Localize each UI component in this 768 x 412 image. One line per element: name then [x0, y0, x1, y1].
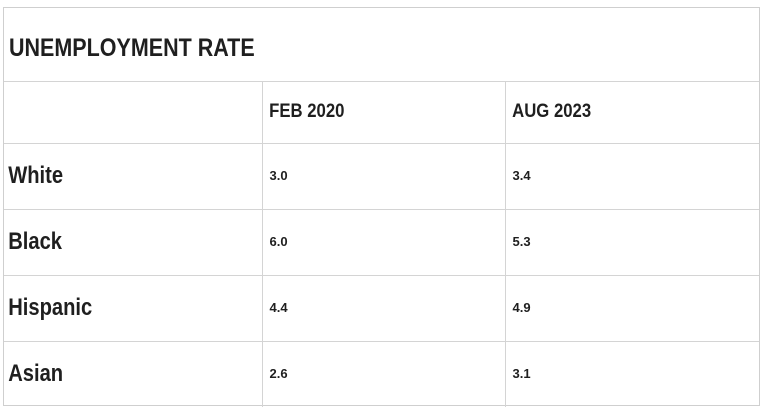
table-frame: UNEMPLOYMENT RATE FEB 2020 AUG 2023 Whit…: [3, 7, 760, 407]
row-label-cell: Hispanic: [4, 274, 262, 341]
row-label-cell: Asian: [4, 340, 262, 407]
table-row: Asian 2.6 3.1: [4, 340, 759, 407]
header-cell-feb-2020: FEB 2020: [261, 82, 505, 143]
column-header: AUG 2023: [511, 101, 591, 123]
value: 4.9: [512, 300, 531, 315]
value-cell: 4.4: [261, 274, 505, 341]
value: 3.0: [269, 168, 288, 183]
title-row: UNEMPLOYMENT RATE: [4, 8, 759, 82]
row-label-cell: White: [4, 142, 262, 209]
value-cell: 2.6: [261, 340, 505, 407]
row-label: Hispanic: [8, 294, 93, 321]
value: 6.0: [269, 234, 288, 249]
table-title: UNEMPLOYMENT RATE: [9, 34, 255, 62]
value: 3.4: [512, 168, 531, 183]
data-table: FEB 2020 AUG 2023 White 3.0 3.4 Black 6.…: [4, 82, 759, 407]
value-cell: 3.4: [504, 142, 759, 209]
value: 4.4: [269, 300, 288, 315]
value-cell: 5.3: [504, 208, 759, 275]
column-header: FEB 2020: [268, 101, 344, 123]
value: 2.6: [269, 366, 288, 382]
table-row: Black 6.0 5.3: [4, 208, 759, 275]
table-row: Hispanic 4.4 4.9: [4, 274, 759, 341]
row-label: White: [8, 162, 64, 189]
value-cell: 3.0: [261, 142, 505, 209]
header-row: FEB 2020 AUG 2023: [4, 82, 759, 143]
value: 5.3: [512, 234, 531, 249]
value-cell: 3.1: [504, 340, 759, 407]
value-cell: 4.9: [504, 274, 759, 341]
header-cell-aug-2023: AUG 2023: [504, 82, 759, 143]
value-cell: 6.0: [261, 208, 505, 275]
row-label-cell: Black: [4, 208, 262, 275]
row-label: Black: [8, 228, 62, 255]
value: 3.1: [512, 366, 531, 382]
table-row: White 3.0 3.4: [4, 142, 759, 209]
header-cell-empty: [4, 82, 262, 143]
row-label: Asian: [8, 360, 64, 388]
